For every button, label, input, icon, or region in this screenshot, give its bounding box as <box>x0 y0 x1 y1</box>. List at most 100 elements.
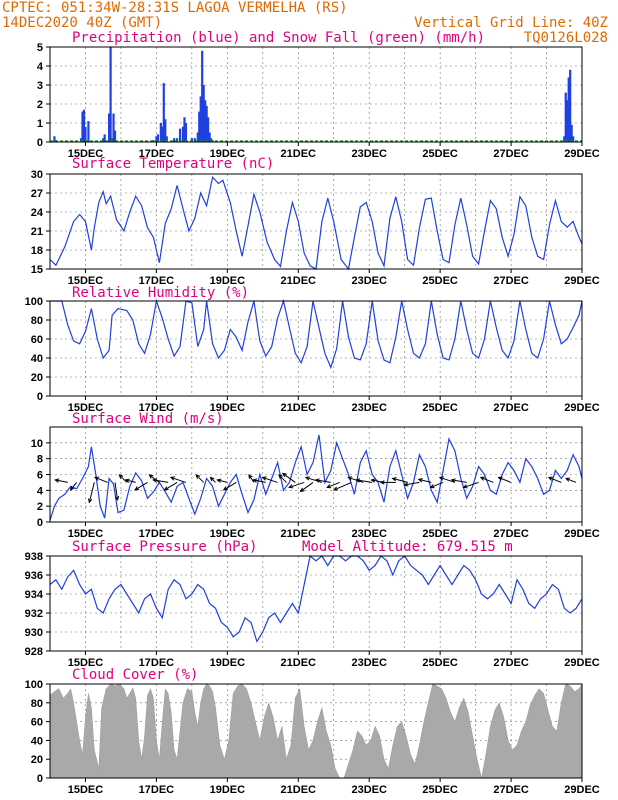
humidity-gridlines <box>50 301 582 396</box>
header-station: CPTEC: 051:34W-28:31S LAGOA VERMELHA (RS… <box>2 0 348 16</box>
precip-bar <box>563 136 566 142</box>
precip-panel: 0 1 2 3 4 5 15DEC 17DEC 19DEC 21DEC 23DEC 25DEC 27DE… <box>37 42 600 160</box>
wind-arrow <box>333 481 352 491</box>
y-tick-label: 936 <box>25 570 43 582</box>
wind-arrow <box>278 474 287 483</box>
wind-arrow <box>164 481 178 491</box>
precip-bar <box>190 138 193 142</box>
precip-gridlines <box>50 47 582 142</box>
x-tick-label: 19DEC <box>210 657 246 669</box>
wind-arrow-head <box>114 495 120 502</box>
y-tick-label: 928 <box>25 646 43 658</box>
y-tick-label: 60 <box>31 717 43 729</box>
x-tick-label: 19DEC <box>210 275 246 287</box>
y-tick-label: 30 <box>31 169 43 181</box>
humidity-title: Relative Humidity (%) <box>72 285 249 301</box>
precip-bar <box>109 47 112 142</box>
wind-arrow-head <box>417 478 423 483</box>
wind-arrow-head <box>450 478 456 483</box>
precip-bar <box>113 130 117 142</box>
x-tick-label: 17DEC <box>139 528 175 540</box>
wind-arrow <box>498 476 512 483</box>
wind-arrow-head <box>370 478 376 483</box>
precip-bar <box>164 119 167 142</box>
wind-arrow-head <box>304 476 310 481</box>
x-tick-label: 15DEC <box>68 275 104 287</box>
wind-arrow-head <box>209 476 215 482</box>
wind-arrow <box>217 479 228 483</box>
precip-bar <box>199 96 202 142</box>
precip-bar <box>183 117 186 142</box>
precip-bar <box>79 138 83 142</box>
precip-bar <box>201 50 204 142</box>
x-tick-label: 21DEC <box>281 528 317 540</box>
x-tick-label: 19DEC <box>210 528 246 540</box>
wind-arrow <box>404 481 420 486</box>
header-grid-line: Vertical Grid Line: 40Z <box>414 15 608 31</box>
wind-arrow-head <box>326 484 332 489</box>
y-tick-label: 8 <box>37 454 43 466</box>
precip-bar <box>207 117 210 142</box>
wind-arrow-head <box>281 472 287 478</box>
wind-arrow <box>305 476 323 483</box>
x-tick-label: 23DEC <box>351 528 387 540</box>
wind-arrow-head <box>547 476 553 481</box>
wind-arrow <box>439 476 456 483</box>
header-model-code: TQ0126L028 <box>524 30 608 46</box>
precip-bar <box>198 111 201 142</box>
wind-arrow <box>210 477 216 483</box>
x-tick-label: 29DEC <box>564 402 600 414</box>
temperature-gridlines <box>50 174 582 269</box>
x-tick-label: 23DEC <box>351 148 387 160</box>
wind-arrow <box>70 482 77 491</box>
model-altitude: Model Altitude: 679.515 m <box>302 539 513 555</box>
wind-arrow-head <box>438 476 444 481</box>
wind-arrow-head <box>261 476 267 481</box>
wind-arrow <box>418 478 432 483</box>
y-tick-label: 20 <box>31 372 43 384</box>
precip-bar <box>155 136 158 142</box>
precip-bar <box>159 123 162 142</box>
x-tick-label: 21DEC <box>281 784 317 796</box>
wind-arrow <box>548 476 562 483</box>
wind-arrow-head <box>391 477 397 482</box>
wind-arrow <box>480 476 494 483</box>
wind-arrow <box>289 481 305 488</box>
precip-bar <box>53 136 56 142</box>
y-tick-label: 18 <box>31 245 43 257</box>
wind-arrow-head <box>355 478 361 483</box>
precip-bar <box>108 113 111 142</box>
y-tick-label: 100 <box>25 296 43 308</box>
y-tick-label: 5 <box>37 42 43 54</box>
precip-bar <box>193 138 196 142</box>
y-tick-label: 6 <box>37 470 43 482</box>
wind-arrow-head <box>278 474 283 479</box>
wind-arrow-head <box>314 478 320 483</box>
pressure-frame <box>49 555 583 652</box>
pressure-line <box>49 554 583 643</box>
wind-arrow <box>451 479 467 483</box>
wind-arrow <box>223 481 237 491</box>
precip-bar <box>181 126 185 142</box>
x-tick-label: 25DEC <box>422 402 458 414</box>
precip-bar <box>567 77 570 142</box>
cloud-cover-area <box>49 683 583 779</box>
precip-bar <box>87 121 90 142</box>
wind-arrow <box>326 481 340 488</box>
wind-arrow-head <box>347 476 353 481</box>
precip-title: Precipitation (blue) and Snow Fall (gree… <box>72 30 485 46</box>
precip-bar <box>81 111 84 142</box>
wind-arrow-head <box>299 487 305 493</box>
wind-arrow <box>463 481 479 488</box>
cloud-panel: 0 20 40 60 80 100 15DEC 17DEC 19DEC 21DEC 23DEC 25D… <box>25 679 600 796</box>
precip-bar <box>178 128 182 142</box>
precip-bar <box>165 136 168 142</box>
wind-arrow-head <box>403 482 409 487</box>
wind-arrow <box>356 479 373 483</box>
wind-arrow-head <box>216 478 222 483</box>
precip-bar <box>209 138 213 142</box>
precip-bar <box>112 113 115 142</box>
wind-arrow <box>88 482 95 503</box>
wind-arrow <box>253 479 266 483</box>
cloud-title: Cloud Cover (%) <box>72 667 198 683</box>
